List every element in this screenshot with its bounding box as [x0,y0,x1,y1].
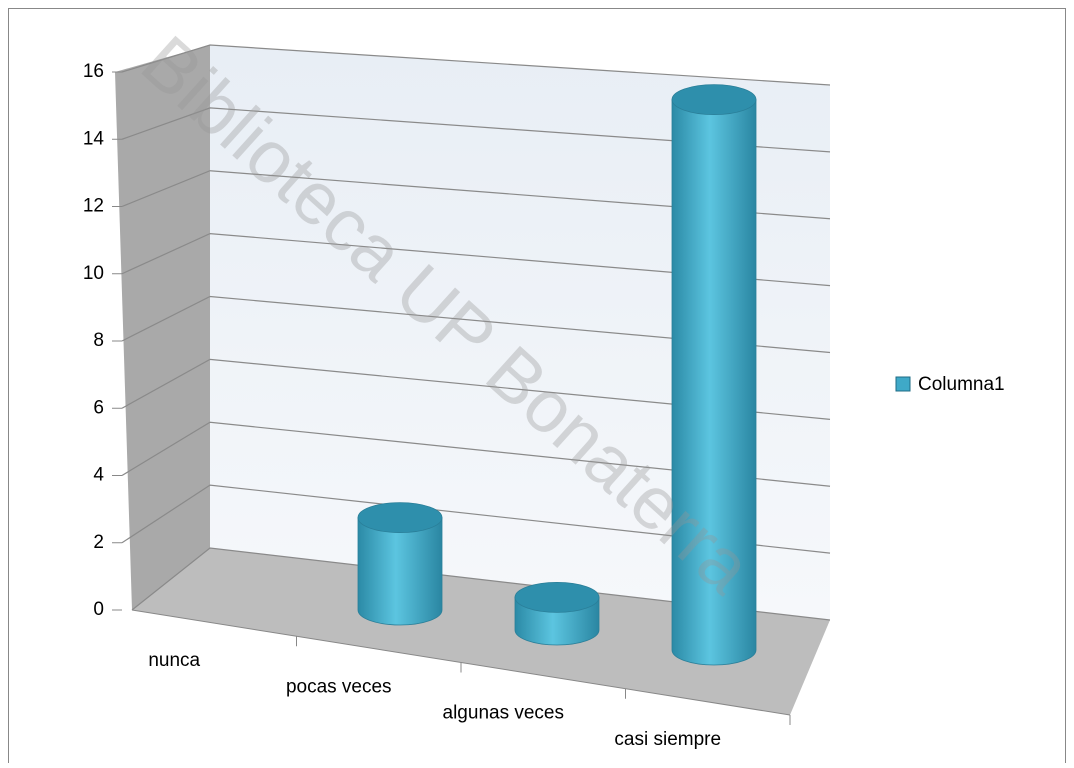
y-tick-label: 14 [83,128,105,149]
y-tick-label: 6 [93,397,104,418]
x-tick-label: algunas veces [443,703,564,724]
grid-line [121,421,831,487]
bar [357,517,443,626]
y-tick-label: 2 [93,532,104,553]
grid-line [121,358,831,420]
grid-line [121,44,831,86]
grid-line [121,484,831,554]
y-tick-label: 12 [83,196,104,217]
side-wall [115,45,210,610]
legend-label: Columna1 [918,374,1005,395]
grid-line [121,170,831,220]
floor [132,548,830,715]
y-tick-label: 0 [93,599,104,620]
legend-swatch [895,376,911,392]
bar-top [357,502,443,533]
x-tick-label: nunca [148,650,200,671]
x-tick-label: pocas veces [286,676,392,697]
grid-line [121,107,831,153]
grid-line [121,233,831,287]
x-tick-label: casi siempre [614,729,721,750]
bar-top [514,582,600,613]
y-tick-label: 16 [83,61,104,82]
bar [671,99,757,666]
y-tick-label: 4 [93,465,104,486]
y-tick-label: 8 [93,330,104,351]
grid-line [121,295,831,354]
bar-top [671,84,757,115]
y-tick-label: 10 [83,263,104,284]
grid-line [131,547,831,621]
